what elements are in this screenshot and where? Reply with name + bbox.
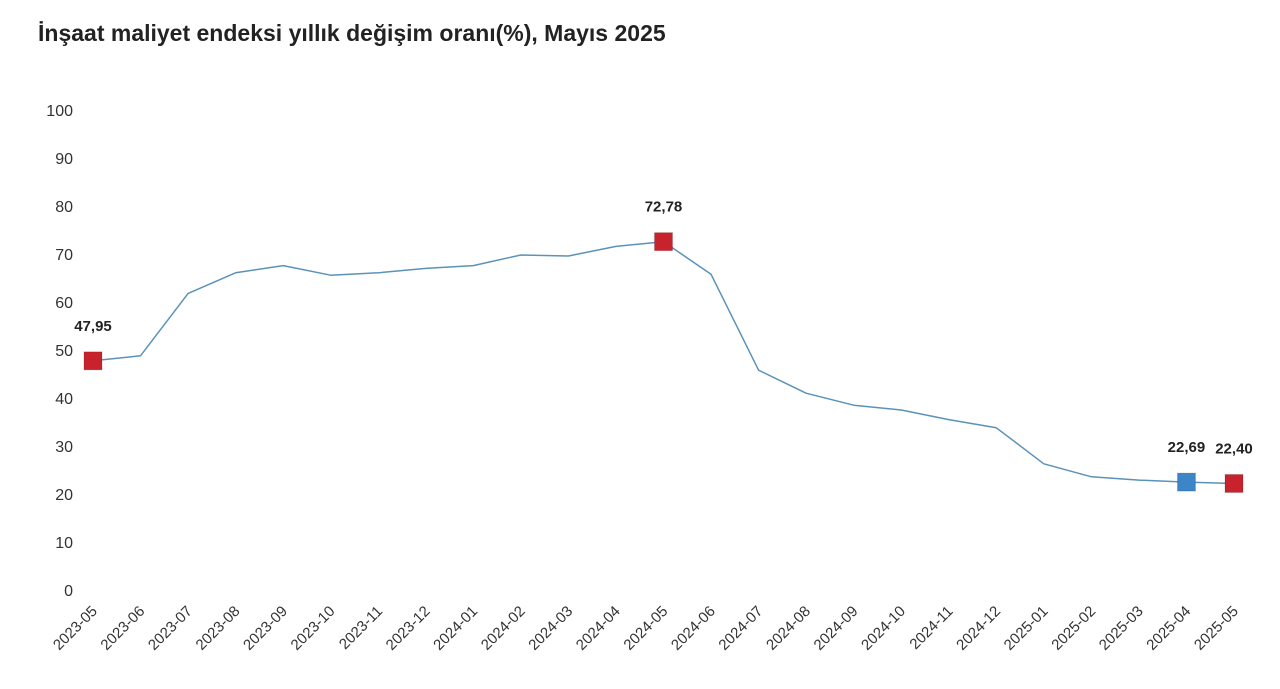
y-tick-label: 50 — [55, 343, 73, 360]
y-tick-label: 20 — [55, 487, 73, 504]
x-tick-label: 2024-07 — [715, 603, 766, 654]
x-tick-label: 2023-07 — [145, 603, 196, 654]
x-tick-label: 2024-06 — [668, 603, 719, 654]
x-tick-label: 2024-01 — [430, 603, 481, 654]
x-tick-label: 2024-08 — [763, 603, 814, 654]
highlight-marker — [654, 232, 673, 252]
x-tick-label: 2023-05 — [50, 603, 101, 654]
x-tick-label: 2024-11 — [906, 603, 956, 653]
x-tick-label: 2024-10 — [858, 603, 909, 654]
x-tick-label: 2024-02 — [478, 603, 529, 654]
x-tick-label: 2025-04 — [1143, 603, 1194, 654]
x-tick-label: 2023-10 — [288, 603, 339, 654]
data-label: 22,40 — [1215, 440, 1253, 457]
x-tick-label: 2023-09 — [240, 603, 291, 654]
y-tick-label: 90 — [55, 151, 73, 168]
highlight-marker — [83, 351, 103, 371]
x-tick-label: 2023-11 — [336, 603, 386, 653]
data-label: 22,69 — [1168, 439, 1206, 456]
data-label: 72,78 — [645, 199, 683, 216]
x-tick-label: 2023-12 — [383, 603, 434, 654]
y-tick-label: 40 — [55, 391, 73, 408]
y-tick-label: 70 — [55, 247, 73, 264]
y-tick-label: 80 — [55, 199, 73, 216]
chart-title: İnşaat maliyet endeksi yıllık değişim or… — [38, 20, 666, 46]
highlight-marker — [1224, 473, 1244, 493]
x-tick-label: 2024-12 — [953, 603, 1004, 654]
y-tick-label: 30 — [55, 439, 73, 456]
y-tick-label: 100 — [46, 103, 73, 120]
y-tick-label: 60 — [55, 295, 73, 312]
y-tick-label: 10 — [55, 535, 73, 552]
series-line — [92, 240, 1235, 485]
x-tick-label: 2023-08 — [192, 603, 243, 654]
highlight-marker — [1176, 472, 1196, 492]
x-tick-label: 2025-02 — [1048, 603, 1099, 654]
x-tick-label: 2025-05 — [1191, 603, 1242, 654]
x-tick-label: 2024-04 — [573, 603, 624, 654]
data-label: 47,95 — [74, 318, 112, 335]
y-tick-label: 0 — [64, 583, 73, 600]
x-tick-label: 2024-09 — [811, 603, 862, 654]
x-tick-label: 2024-03 — [525, 603, 576, 654]
x-tick-label: 2024-05 — [620, 603, 671, 654]
x-tick-label: 2025-01 — [1001, 603, 1052, 654]
x-tick-label: 2025-03 — [1096, 603, 1147, 654]
x-tick-label: 2023-06 — [97, 603, 148, 654]
